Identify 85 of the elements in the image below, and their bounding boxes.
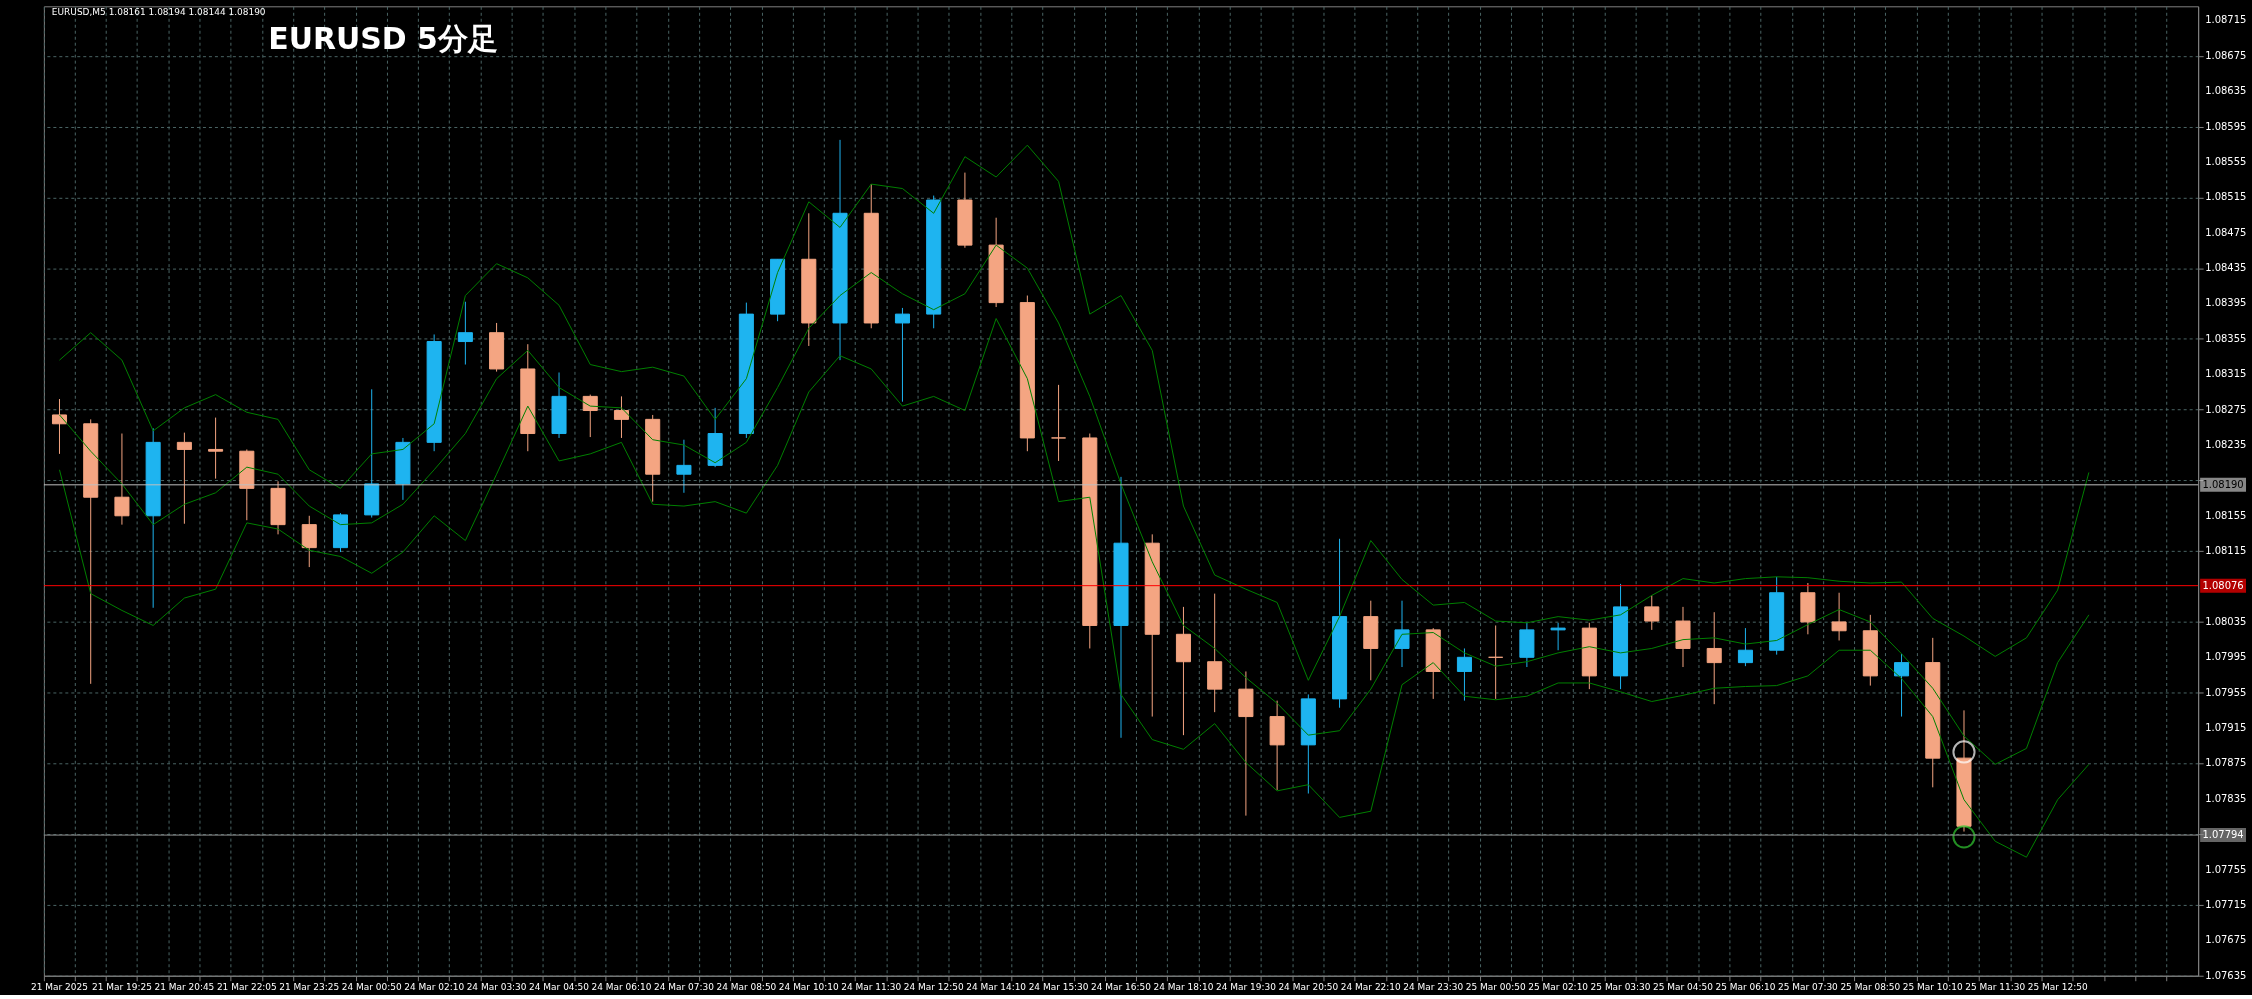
candlestick [1550, 622, 1566, 651]
y-tick-label: 1.08595 [2205, 120, 2247, 132]
y-tick-label: 1.08515 [2205, 191, 2247, 203]
candlestick [1394, 600, 1410, 668]
y-tick-label: 1.08315 [2205, 368, 2247, 380]
candlestick [51, 398, 68, 455]
ref-line-label: 1.08190 [2202, 478, 2244, 490]
y-tick-label: 1.08275 [2205, 403, 2247, 415]
candlestick [676, 439, 692, 494]
x-tick-label: 21 Mar 2025 [31, 982, 88, 993]
x-tick-label: 24 Mar 18:10 [1153, 982, 1214, 993]
candlestick [613, 395, 629, 439]
x-tick-label: 24 Mar 15:30 [1028, 982, 1089, 993]
x-tick-label: 25 Mar 11:30 [1965, 982, 2026, 993]
x-tick-label: 24 Mar 07:30 [653, 982, 715, 993]
x-tick-label: 25 Mar 07:30 [1777, 982, 1839, 993]
x-tick-label: 21 Mar 23:25 [279, 982, 340, 993]
y-tick-label: 1.08035 [2205, 615, 2247, 627]
y-tick-label: 1.08235 [2205, 439, 2247, 451]
y-tick-label: 1.08555 [2205, 155, 2247, 167]
y-tick-label: 1.07675 [2205, 934, 2247, 946]
y-tick-label: 1.07715 [2205, 898, 2247, 910]
y-tick-label: 1.08715 [2205, 14, 2247, 26]
candlestick [1737, 627, 1753, 667]
x-tick-label: 24 Mar 10:10 [778, 982, 840, 993]
x-tick-label: 24 Mar 22:10 [1340, 982, 1402, 993]
x-tick-label: 21 Mar 19:25 [91, 982, 152, 993]
x-tick-label: 21 Mar 20:45 [154, 982, 215, 993]
y-tick-label: 1.08115 [2205, 545, 2247, 557]
candlestick [1831, 592, 1847, 641]
candlestick [457, 301, 473, 366]
x-tick-label: 24 Mar 11:30 [841, 982, 902, 993]
x-tick-label: 24 Mar 00:50 [341, 982, 402, 993]
x-tick-label: 21 Mar 22:05 [216, 982, 277, 993]
x-tick-label: 25 Mar 12:50 [2027, 982, 2088, 993]
x-tick-label: 24 Mar 12:50 [903, 982, 964, 993]
candlestick [1051, 384, 1067, 462]
x-tick-label: 25 Mar 02:10 [1528, 982, 1589, 993]
y-tick-label: 1.08475 [2205, 226, 2247, 238]
x-tick-label: 25 Mar 04:50 [1653, 982, 1714, 993]
y-tick-label: 1.08635 [2205, 85, 2247, 97]
ref-line-label: 1.08076 [2202, 579, 2244, 591]
candlestick [1488, 624, 1504, 700]
y-tick-label: 1.08435 [2205, 262, 2247, 274]
candlestick [894, 307, 910, 403]
candlestick [114, 433, 130, 526]
x-tick-label: 25 Mar 06:10 [1715, 982, 1776, 993]
y-tick-label: 1.07635 [2205, 969, 2247, 981]
chart-subtitle: EURUSD,M5 1.08161 1.08194 1.08144 1.08190 [51, 7, 266, 18]
candlestick [1894, 653, 1910, 718]
candlestick [1456, 647, 1472, 702]
candlestick [208, 417, 224, 480]
y-tick-label: 1.07875 [2205, 757, 2247, 769]
candlestick [1706, 611, 1722, 705]
y-tick-label: 1.08675 [2205, 49, 2247, 61]
y-tick-label: 1.07755 [2205, 863, 2247, 875]
ref-line-label: 1.07794 [2202, 829, 2244, 841]
x-tick-label: 24 Mar 03:30 [466, 982, 527, 993]
x-tick-label: 25 Mar 03:30 [1590, 982, 1651, 993]
candlestick [301, 515, 317, 568]
candlestick [1644, 594, 1660, 631]
line-series [58, 318, 2090, 858]
x-tick-label: 24 Mar 04:50 [529, 982, 590, 993]
y-tick-label: 1.07835 [2205, 792, 2247, 804]
candlestick [582, 394, 598, 438]
x-tick-label: 24 Mar 20:50 [1278, 982, 1339, 993]
x-tick-label: 25 Mar 10:10 [1902, 982, 1963, 993]
y-tick-label: 1.07955 [2205, 686, 2247, 698]
x-tick-label: 24 Mar 02:10 [404, 982, 465, 993]
x-tick-label: 24 Mar 19:30 [1215, 982, 1277, 993]
x-tick-label: 24 Mar 23:30 [1403, 982, 1464, 993]
candlestick [176, 432, 192, 525]
y-tick-label: 1.08355 [2205, 332, 2247, 344]
x-tick-label: 25 Mar 08:50 [1840, 982, 1901, 993]
y-tick-label: 1.08395 [2205, 297, 2247, 309]
x-tick-label: 25 Mar 00:50 [1465, 982, 1526, 993]
x-tick-label: 24 Mar 16:50 [1091, 982, 1152, 993]
y-tick-label: 1.08155 [2205, 509, 2247, 521]
x-tick-label: 24 Mar 14:10 [966, 982, 1027, 993]
y-tick-label: 1.07995 [2205, 651, 2247, 663]
text: EURUSD 5分足 [268, 21, 498, 57]
y-tick-label: 1.07915 [2205, 722, 2247, 734]
x-tick-label: 24 Mar 06:10 [591, 982, 652, 993]
line-series [58, 144, 2090, 681]
x-tick-label: 24 Mar 08:50 [716, 982, 777, 993]
